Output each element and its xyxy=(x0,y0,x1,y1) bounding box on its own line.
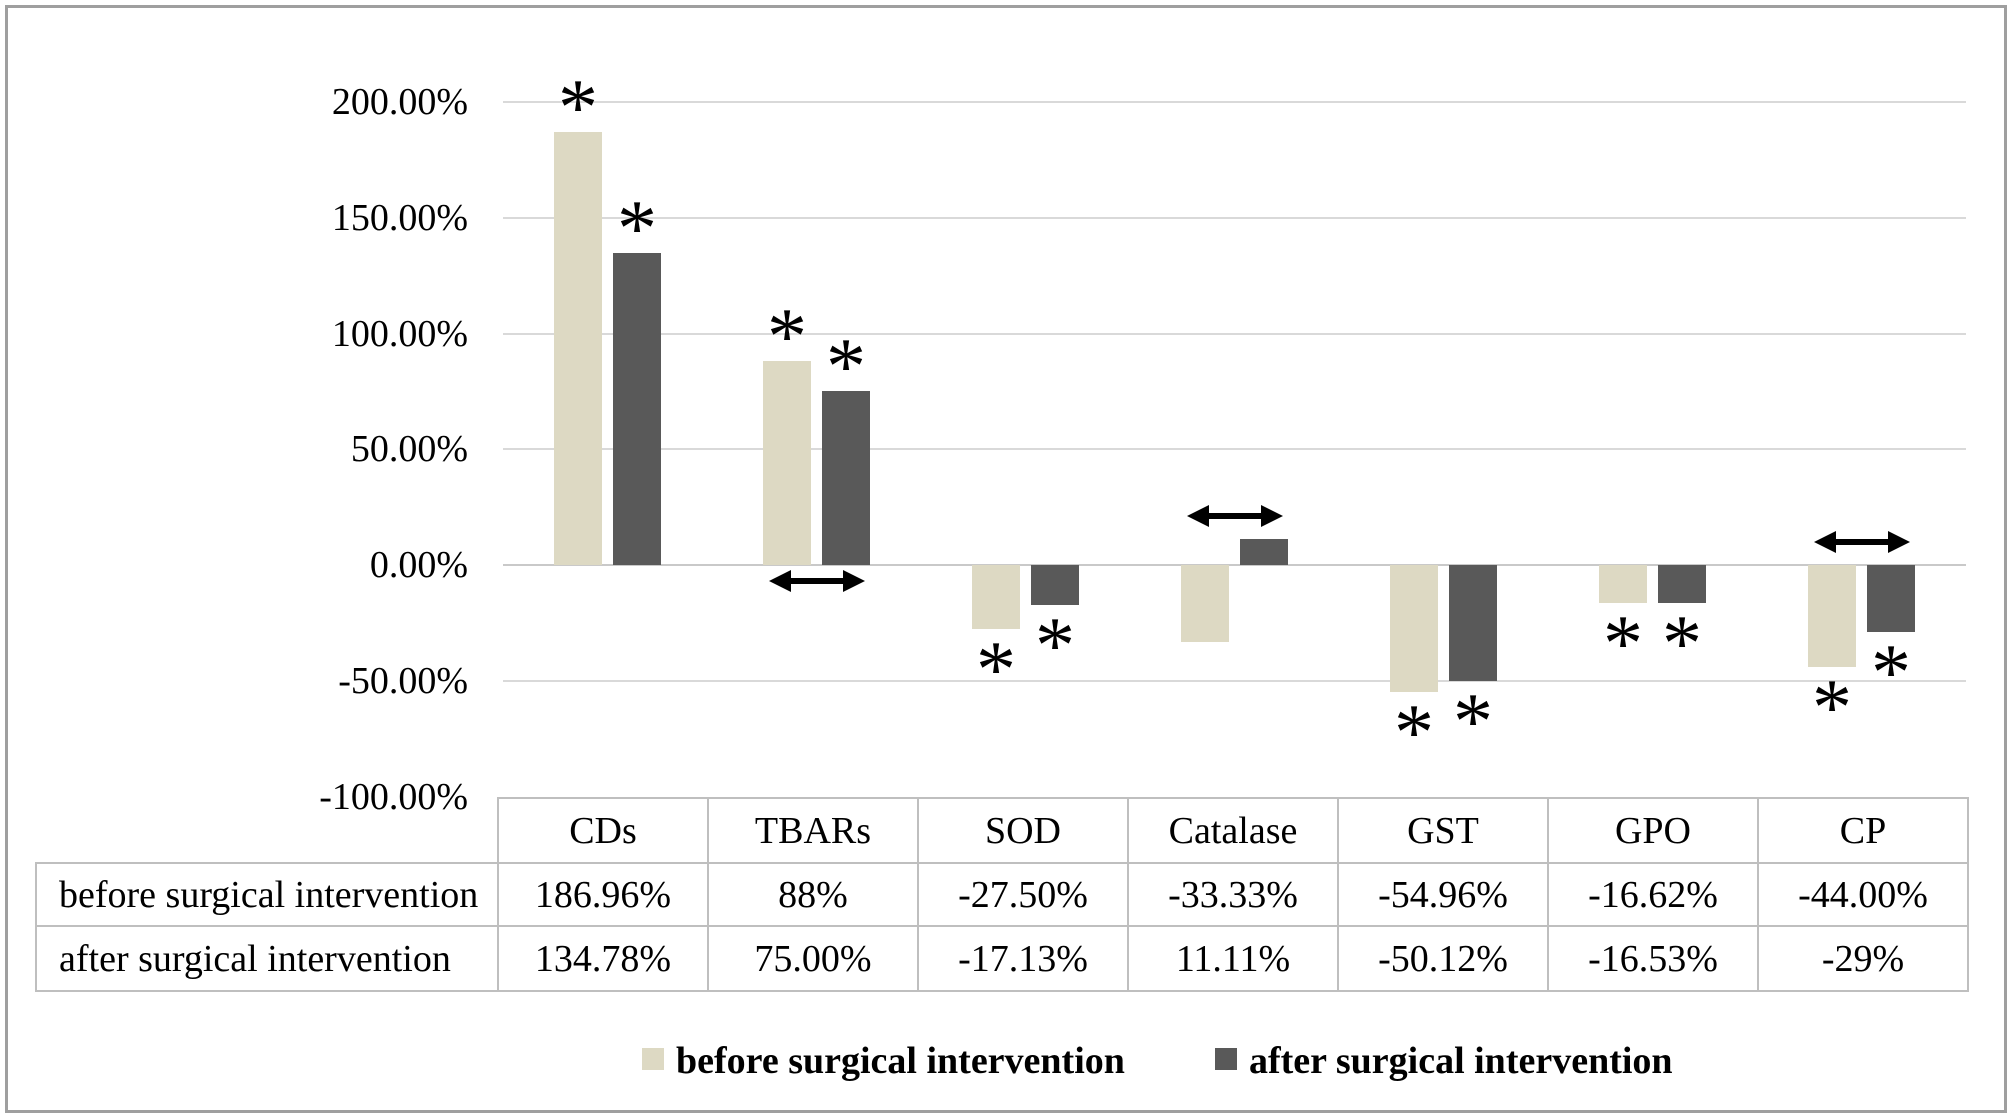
bar-after-CP xyxy=(1867,565,1915,633)
legend-label-after: after surgical intervention xyxy=(1249,1040,1673,1082)
y-axis-label: -100.00% xyxy=(319,775,468,818)
legend-label-before: before surgical intervention xyxy=(676,1040,1125,1082)
y-axis-label: -50.00% xyxy=(338,659,468,702)
table-cell-GST: -54.96% xyxy=(1337,862,1549,927)
bar-before-GST xyxy=(1390,565,1438,693)
table-cell-SOD: -17.13% xyxy=(917,925,1129,992)
table-header-GPO: GPO xyxy=(1547,797,1759,864)
bar-before-TBARs xyxy=(763,361,811,565)
data-table-body: before surgical intervention 186.96% 88% -2… xyxy=(35,862,1969,992)
bar-after-SOD xyxy=(1031,565,1079,605)
table-header-TBARs: TBARs xyxy=(707,797,919,864)
table-cell-CP: -29% xyxy=(1757,925,1969,992)
significance-star-GPO-0: * xyxy=(1603,600,1643,689)
gridline-50 xyxy=(503,448,1966,451)
significance-star-TBARs-0: * xyxy=(767,293,807,382)
table-corner-blank xyxy=(36,798,498,863)
table-cell-Catalase: 11.11% xyxy=(1127,925,1339,992)
gridline-100 xyxy=(503,332,1966,335)
y-axis-label: 100.00% xyxy=(331,312,468,355)
significance-star-SOD-1: * xyxy=(1035,601,1075,690)
gridline-200 xyxy=(503,101,1966,103)
significance-star-CDs-1: * xyxy=(617,184,657,273)
bar-after-CDs xyxy=(613,252,661,565)
significance-star-CP-0: * xyxy=(1812,663,1852,752)
significance-star-TBARs-1: * xyxy=(826,323,866,412)
legend-swatch-before-icon xyxy=(642,1048,664,1070)
table-cell-TBARs: 75.00% xyxy=(707,925,919,992)
legend-item-before: before surgical intervention xyxy=(642,1039,1125,1083)
significance-star-GST-1: * xyxy=(1453,678,1493,767)
no-change-arrow-Catalase xyxy=(1186,505,1283,528)
y-axis-label: 200.00% xyxy=(331,81,468,123)
data-table: CDs TBARs SOD Catalase GST GPO CP before surgi… xyxy=(35,797,1969,992)
bar-before-CDs xyxy=(554,132,602,565)
table-cell-GST: -50.12% xyxy=(1337,925,1549,992)
bar-before-GPO xyxy=(1599,565,1647,604)
table-cell-CP: -44.00% xyxy=(1757,862,1969,927)
bar-before-SOD xyxy=(972,565,1020,629)
gridline-0 xyxy=(503,564,1966,566)
no-change-arrow-CP xyxy=(1813,531,1910,553)
bar-before-Catalase xyxy=(1181,565,1229,643)
table-cell-Catalase: -33.33% xyxy=(1127,862,1339,927)
significance-star-GST-0: * xyxy=(1394,689,1434,778)
significance-star-CP-1: * xyxy=(1871,629,1911,718)
gridline-150 xyxy=(503,216,1966,219)
table-row-label: before surgical intervention xyxy=(35,862,499,927)
y-axis-label: 0.00% xyxy=(369,544,468,586)
table-row-label: after surgical intervention xyxy=(35,925,499,992)
table-header-Catalase: Catalase xyxy=(1127,797,1339,864)
bar-after-Catalase xyxy=(1240,539,1288,565)
table-header-CDs: CDs xyxy=(497,797,709,864)
table-header-CP: CP xyxy=(1757,797,1969,864)
table-row: after surgical intervention 134.78% 75.00%… xyxy=(35,925,1969,992)
y-axis-label: 150.00% xyxy=(331,196,468,239)
significance-star-SOD-0: * xyxy=(976,625,1016,714)
table-cell-GPO: -16.53% xyxy=(1547,925,1759,992)
bar-before-CP xyxy=(1808,565,1856,667)
data-table-header: CDs TBARs SOD Catalase GST GPO CP xyxy=(36,797,1969,864)
table-row: before surgical intervention 186.96% 88% -2… xyxy=(35,862,1969,927)
table-cell-TBARs: 88% xyxy=(707,862,919,927)
table-cell-CDs: 134.78% xyxy=(497,925,709,992)
bar-after-TBARs xyxy=(822,391,870,565)
table-cell-SOD: -27.50% xyxy=(917,862,1129,927)
bar-after-GPO xyxy=(1658,565,1706,604)
table-cell-GPO: -16.62% xyxy=(1547,862,1759,927)
significance-star-GPO-1: * xyxy=(1662,600,1702,689)
table-cell-CDs: 186.96% xyxy=(497,862,709,927)
y-axis-label: 50.00% xyxy=(350,428,468,471)
table-header-SOD: SOD xyxy=(917,797,1129,864)
gridline--50 xyxy=(503,679,1966,682)
no-change-arrow-TBARs xyxy=(768,570,865,592)
legend-swatch-after-icon xyxy=(1215,1048,1237,1070)
legend-item-after: after surgical intervention xyxy=(1215,1039,1673,1083)
significance-star-CDs-0: * xyxy=(558,64,598,153)
table-header-GST: GST xyxy=(1337,797,1549,864)
bar-after-GST xyxy=(1449,565,1497,682)
